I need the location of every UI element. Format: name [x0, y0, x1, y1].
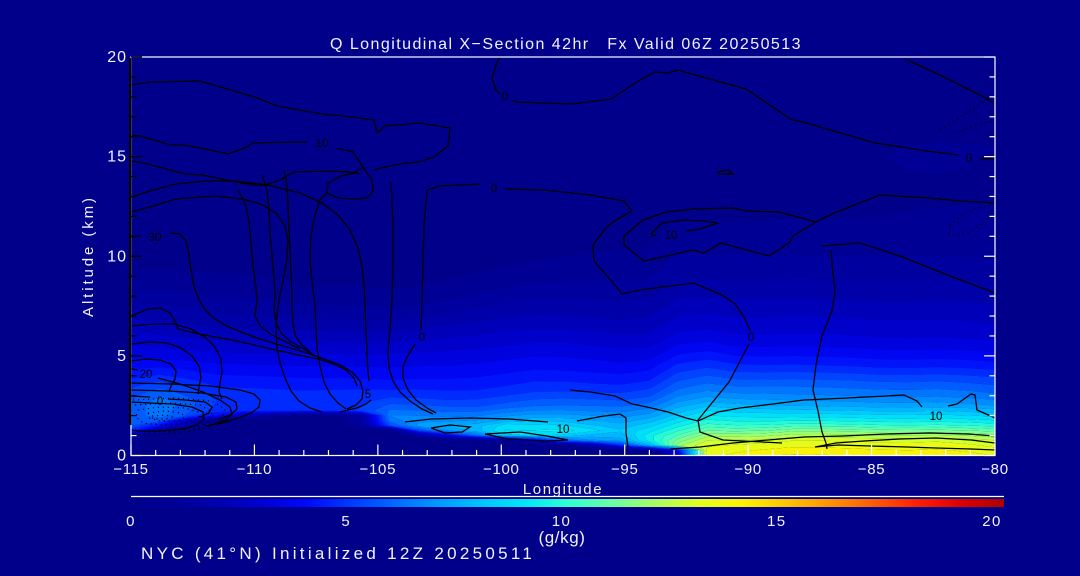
svg-text:0: 0 [157, 396, 163, 408]
svg-text:0: 0 [966, 153, 972, 165]
svg-text:0: 0 [117, 448, 127, 465]
svg-text:−90: −90 [734, 461, 762, 478]
svg-text:−95: −95 [611, 461, 639, 478]
svg-text:10: 10 [557, 424, 570, 436]
svg-text:15: 15 [107, 149, 127, 166]
svg-text:10: 10 [930, 411, 943, 423]
svg-text:(g/kg): (g/kg) [538, 528, 585, 547]
svg-text:NYC (41°N) Initialized 12Z 202: NYC (41°N) Initialized 12Z 20250511 [141, 544, 535, 563]
svg-text:20: 20 [107, 49, 127, 66]
svg-text:10: 10 [316, 138, 329, 150]
svg-text:0: 0 [126, 513, 136, 530]
svg-text:5: 5 [117, 348, 127, 365]
svg-text:10: 10 [665, 230, 678, 242]
svg-text:0: 0 [491, 183, 497, 195]
svg-text:−80: −80 [981, 461, 1009, 478]
svg-text:−100: −100 [483, 461, 520, 478]
svg-text:15: 15 [767, 513, 787, 530]
svg-text:Longitude: Longitude [523, 481, 603, 498]
svg-text:−105: −105 [360, 461, 397, 478]
svg-text:Q Longitudinal X−Section 42hr: Q Longitudinal X−Section 42hr Fx Valid 0… [330, 36, 802, 53]
svg-text:10: 10 [552, 513, 572, 530]
svg-text:Altitude (km): Altitude (km) [80, 195, 97, 317]
svg-text:0: 0 [502, 91, 508, 103]
svg-text:20: 20 [982, 513, 1002, 530]
svg-text:−110: −110 [237, 461, 272, 478]
svg-text:20: 20 [140, 369, 153, 381]
svg-text:5: 5 [365, 389, 371, 401]
svg-text:0: 0 [748, 332, 754, 344]
svg-text:−115: −115 [113, 461, 148, 478]
svg-text:30: 30 [149, 232, 162, 244]
svg-text:10: 10 [107, 248, 127, 265]
svg-text:5: 5 [341, 513, 351, 530]
svg-text:−85: −85 [858, 461, 886, 478]
svg-text:0: 0 [419, 332, 425, 344]
